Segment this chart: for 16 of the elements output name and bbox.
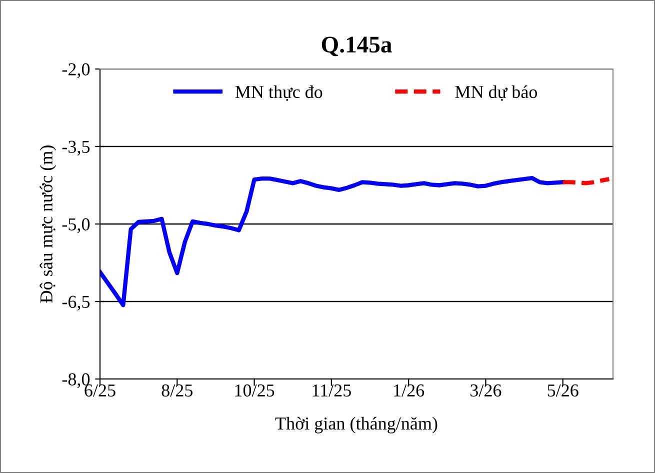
x-tick-label: 10/25 [235, 384, 274, 397]
y-axis-title: Độ sâu mực nước (m) [40, 146, 56, 303]
x-tick-label: 3/26 [470, 384, 502, 397]
x-tick-label: 8/25 [162, 384, 192, 397]
chart-title: Q.145a [322, 36, 392, 56]
x-tick-label: 11/25 [312, 384, 351, 397]
x-tick-label: 5/26 [548, 384, 578, 397]
x-tick-label: 1/26 [394, 384, 424, 397]
y-tick-label: -2,0 [62, 63, 90, 78]
y-tick-label: -5,0 [62, 218, 90, 234]
y-tick-label: -3,5 [62, 140, 90, 156]
legend-label: MN thực đo [235, 85, 322, 101]
x-axis-title: Thời gian (tháng/năm) [275, 416, 438, 434]
line-series [100, 176, 565, 308]
legend-label: MN dự báo [455, 85, 538, 101]
y-tick-label: -6,5 [62, 296, 90, 311]
